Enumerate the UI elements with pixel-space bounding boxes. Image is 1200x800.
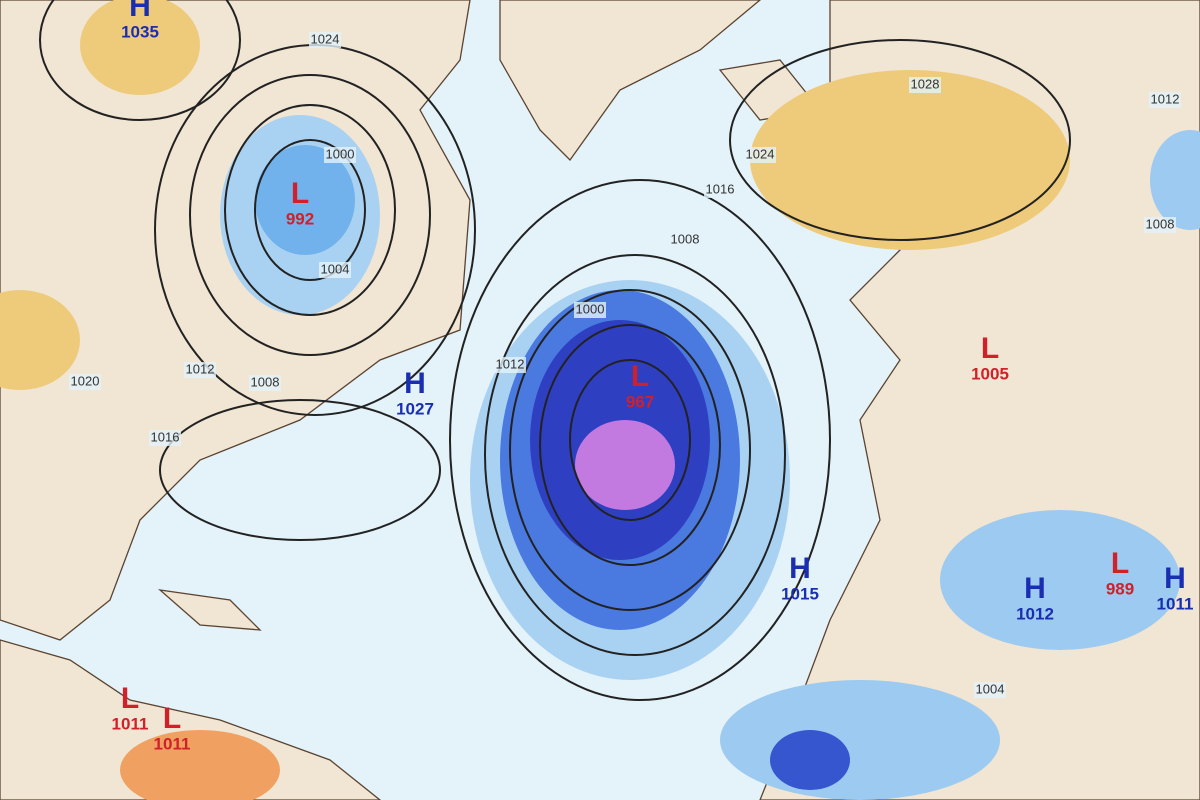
pressure-symbol: L [981, 332, 999, 365]
pressure-value: 1011 [1157, 594, 1194, 613]
label-bg [319, 262, 351, 278]
label-bg [324, 147, 356, 163]
label-bg [909, 77, 941, 93]
label-bg [494, 357, 526, 373]
pressure-symbol: L [1111, 547, 1129, 580]
label-bg [149, 430, 181, 446]
pressure-symbol: H [1164, 562, 1186, 595]
isobar-label: 1004 [976, 681, 1005, 696]
isobar-label: 1024 [746, 146, 775, 161]
isobar-label: 1016 [151, 429, 180, 444]
label-bg [1149, 92, 1181, 108]
pressure-value: 1035 [121, 22, 159, 41]
pressure-symbol: H [789, 552, 811, 585]
pressure-symbol: L [121, 682, 139, 715]
pressure-symbol: H [1024, 572, 1046, 605]
label-bg [744, 147, 776, 163]
pressure-value: 1012 [1016, 604, 1054, 623]
isobar-label: 1012 [1151, 91, 1180, 106]
pressure-value: 989 [1106, 579, 1134, 598]
pressure-value: 992 [286, 209, 314, 228]
label-bg [574, 302, 606, 318]
pressure-symbol: L [291, 177, 309, 210]
isobar-label: 1008 [1146, 216, 1175, 231]
isobar-label: 1020 [71, 373, 100, 388]
label-bg [309, 32, 341, 48]
label-bg [184, 362, 216, 378]
isobar-label: 1024 [311, 31, 340, 46]
pressure-value: 1011 [154, 734, 191, 753]
pressure-symbol: H [129, 0, 151, 23]
pressure-symbol: L [631, 360, 649, 393]
label-bg [669, 232, 701, 248]
isobar-label: 1028 [911, 76, 940, 91]
label-bg [1144, 217, 1176, 233]
isobar-label: 1000 [326, 146, 355, 161]
label-bg [704, 182, 736, 198]
isobar-label: 1008 [671, 231, 700, 246]
pressure-value: 1011 [112, 714, 149, 733]
label-bg [974, 682, 1006, 698]
pressure-symbol: H [404, 367, 426, 400]
isobar-label: 1012 [496, 356, 525, 371]
isobar-label: 1012 [186, 361, 215, 376]
pressure-symbol: L [163, 702, 181, 735]
label-bg [69, 374, 101, 390]
isobar-label: 1008 [251, 374, 280, 389]
label-bg [249, 375, 281, 391]
high-anomaly [0, 0, 1070, 800]
isobar-label: 1000 [576, 301, 605, 316]
isobar-label: 1016 [706, 181, 735, 196]
isobars [39, 0, 1071, 701]
pressure-value: 967 [626, 392, 654, 411]
pressure-value: 1027 [396, 399, 434, 418]
pressure-value: 1015 [781, 584, 819, 603]
pressure-value: 1005 [971, 364, 1009, 383]
isobar-label: 1004 [321, 261, 350, 276]
